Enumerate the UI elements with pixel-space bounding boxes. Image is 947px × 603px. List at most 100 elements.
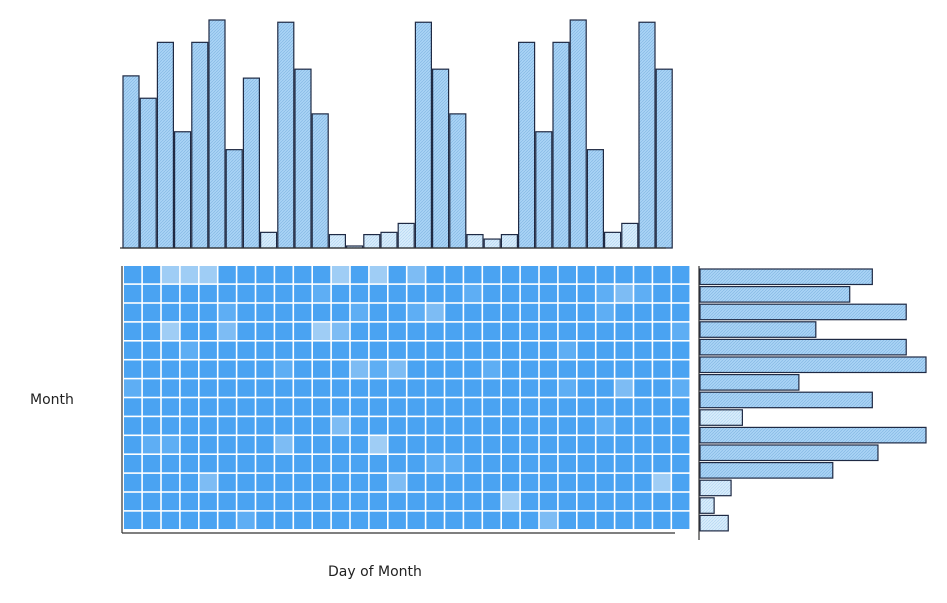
heatmap-cell	[199, 379, 217, 397]
heatmap-cell	[520, 511, 539, 529]
heatmap-cell	[483, 492, 501, 511]
heatmap-cell	[142, 455, 161, 473]
heatmap-cell	[237, 473, 255, 492]
heatmap-cell	[350, 266, 369, 284]
heatmap-cell	[237, 322, 255, 340]
heatmap-cell	[294, 492, 312, 511]
column-total-bar	[242, 77, 260, 249]
heatmap-cell	[558, 341, 576, 359]
heatmap-cell	[502, 284, 520, 303]
heatmap-cell	[539, 417, 558, 435]
heatmap-cell	[237, 303, 255, 322]
column-total-bar	[483, 238, 501, 249]
heatmap-cell	[142, 436, 161, 454]
heatmap-cell	[388, 322, 406, 340]
heatmap-cell	[539, 492, 558, 511]
heatmap-cell	[672, 492, 690, 511]
heatmap-cell	[596, 492, 614, 511]
heatmap-cell	[161, 398, 180, 416]
heatmap-cell	[331, 379, 350, 397]
heatmap-cell	[672, 473, 690, 492]
heatmap-cell	[615, 322, 633, 340]
heatmap-cell	[426, 341, 444, 359]
heatmap-cell	[483, 436, 501, 454]
heatmap-cell	[520, 398, 539, 416]
column-total-bar	[260, 231, 278, 249]
heatmap-cell	[407, 455, 425, 473]
heatmap-cell	[237, 455, 255, 473]
heatmap-cell	[539, 266, 558, 284]
heatmap-cell	[653, 492, 671, 511]
heatmap-cell	[615, 511, 633, 529]
column-total-bar	[414, 21, 432, 249]
heatmap-cell	[577, 492, 595, 511]
heatmap-cell	[483, 266, 501, 284]
heatmap-cell	[464, 360, 482, 378]
heatmap-cell	[426, 360, 444, 378]
row-total-bar	[699, 514, 729, 532]
heatmap-cell	[350, 322, 369, 340]
heatmap-cell	[350, 341, 369, 359]
heatmap-cell	[672, 266, 690, 284]
heatmap-cell	[502, 492, 520, 511]
heatmap-cell	[161, 266, 180, 284]
heatmap-cell	[615, 266, 633, 284]
heatmap-cell	[313, 360, 331, 378]
heatmap-cell	[502, 511, 520, 529]
heatmap-cell	[237, 398, 255, 416]
heatmap-cell	[199, 360, 217, 378]
heatmap-cell	[426, 511, 444, 529]
heatmap-cell	[180, 398, 198, 416]
heatmap-cell	[124, 492, 142, 511]
heatmap-cell	[577, 341, 595, 359]
heatmap-cell	[539, 360, 558, 378]
heatmap-cell	[653, 322, 671, 340]
heatmap-cell	[124, 379, 142, 397]
heatmap-cell	[218, 473, 236, 492]
heatmap-cell	[331, 436, 350, 454]
column-total-bar	[569, 19, 587, 249]
heatmap-cell	[199, 341, 217, 359]
heatmap-cell	[142, 473, 161, 492]
heatmap-cell	[615, 379, 633, 397]
heatmap-cell	[464, 322, 482, 340]
heatmap-cell	[426, 379, 444, 397]
heatmap-cell	[388, 284, 406, 303]
heatmap-cell	[218, 303, 236, 322]
heatmap-cell	[256, 398, 274, 416]
heatmap-cell	[331, 284, 350, 303]
heatmap-cell	[653, 284, 671, 303]
row-total-bar	[699, 286, 851, 303]
heatmap-cell	[142, 360, 161, 378]
heatmap-cell	[520, 360, 539, 378]
heatmap-cell	[407, 473, 425, 492]
heatmap-cell	[161, 284, 180, 303]
heatmap-cell	[426, 266, 444, 284]
heatmap-cell	[502, 398, 520, 416]
column-total-bar	[586, 149, 605, 249]
heatmap-cell	[672, 303, 690, 322]
heatmap-cell	[653, 266, 671, 284]
heatmap-cell	[350, 303, 369, 322]
heatmap-cell	[596, 266, 614, 284]
heatmap-cell	[464, 436, 482, 454]
heatmap-cell	[483, 455, 501, 473]
heatmap-cell	[218, 398, 236, 416]
heatmap-cell	[520, 341, 539, 359]
heatmap-cell	[653, 341, 671, 359]
heatmap-cell	[445, 455, 463, 473]
heatmap-cell	[313, 266, 331, 284]
heatmap-cell	[426, 455, 444, 473]
heatmap-cell	[596, 473, 614, 492]
heatmap-cell	[331, 360, 350, 378]
row-total-bar	[699, 268, 873, 286]
heatmap-cell	[331, 417, 350, 435]
heatmap-cell	[256, 322, 274, 340]
heatmap-cell	[483, 341, 501, 359]
heatmap-cell	[502, 322, 520, 340]
heatmap-cell	[634, 436, 652, 454]
heatmap-cell	[520, 455, 539, 473]
heatmap-cell	[199, 398, 217, 416]
heatmap-cell	[558, 379, 576, 397]
heatmap-cell	[180, 417, 198, 435]
